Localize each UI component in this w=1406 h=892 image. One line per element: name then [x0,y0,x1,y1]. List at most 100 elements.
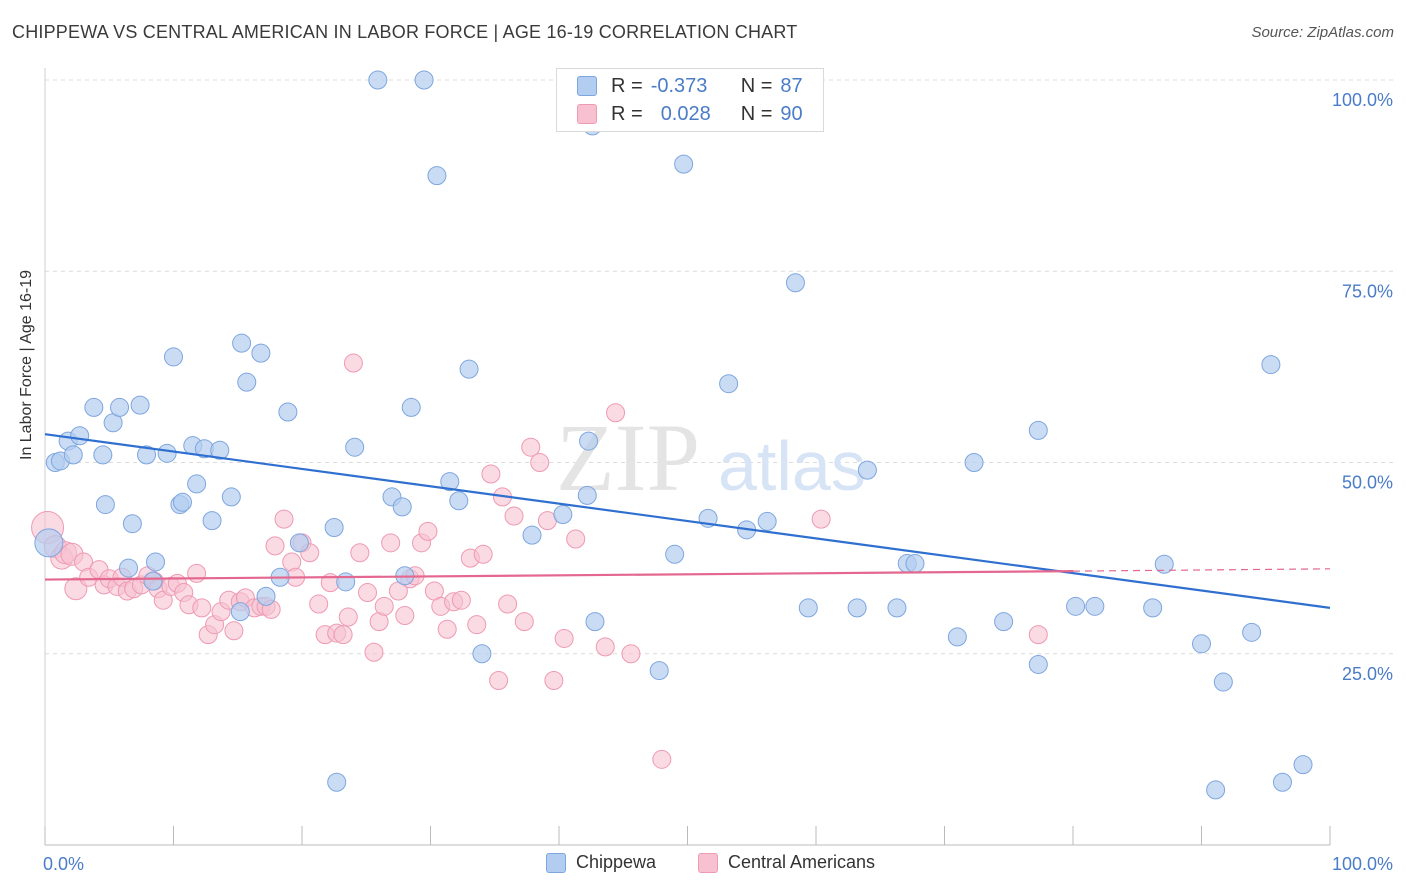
chippewa-point [719,374,739,394]
chippewa-point [232,333,252,353]
chippewa-point [459,359,479,379]
central-americans-point [381,533,401,553]
trend-lines [44,433,1331,609]
chippewa-point [146,552,166,572]
central-americans-point [338,607,358,627]
y-tick-label: 25.0% [1342,664,1393,684]
chippewa-point [1154,554,1174,574]
chippewa-point [674,154,694,174]
chippewa-point [278,402,298,422]
chippewa-point [847,598,867,618]
chippewa-point [327,772,347,792]
chippewa-point [585,612,605,632]
chippewa-point [34,528,64,558]
tick-labels: 25.0% 50.0% 75.0% 100.0% 0.0% 100.0% [43,90,1393,874]
central-americans-point [364,642,384,662]
chippewa-point [887,598,907,618]
chart-title: CHIPPEWA VS CENTRAL AMERICAN IN LABOR FO… [12,22,798,42]
axes [44,68,1331,846]
bottom-legend-central-americans: Central Americans [698,852,875,873]
chippewa-point [1028,654,1048,674]
n-value: 87 [780,74,803,97]
central-americans-point [595,637,615,657]
chippewa-point [427,166,447,186]
watermark-zip: ZIP [556,404,700,511]
chippewa-trend-line [44,433,1331,609]
central-americans-point [374,596,394,616]
chippewa-point [392,497,412,517]
chippewa-swatch [546,852,566,873]
chippewa-point [785,273,805,293]
chippewa-point [210,440,230,460]
chippewa-point [336,572,356,592]
central-americans-point [473,544,493,564]
r-label: R = [611,74,643,97]
chippewa-point [1066,596,1086,616]
n-label: N = [740,74,773,97]
y-tick-label: 75.0% [1342,281,1393,301]
central-americans-point [498,594,518,614]
central-americans-point [224,621,244,641]
central-americans-point [489,671,509,691]
chippewa-point [1143,598,1163,618]
central-americans-point [418,521,438,541]
chippewa-point [143,571,163,591]
grid-lines [45,79,1395,655]
chippewa-swatch [577,76,597,96]
central-americans-point [811,509,831,529]
chippewa-point [63,445,83,465]
chippewa-point [553,505,573,525]
central-americans-point [274,509,294,529]
chippewa-point [93,445,113,465]
y-tick-label: 100.0% [1332,90,1393,110]
chippewa-point [122,514,142,534]
legend-row-chippewa: R = -0.373 N = 87 [577,73,803,99]
chippewa-point [1272,772,1292,792]
chippewa-point [1261,355,1281,375]
central-americans-point [309,594,329,614]
central-americans-point [437,619,457,639]
chippewa-point [414,70,434,90]
chippewa-point [95,495,115,515]
chippewa-point [964,453,984,472]
chippewa-point [857,460,877,480]
chippewa-point [237,372,257,392]
central-americans-point [343,353,363,373]
chippewa-point [110,397,130,417]
central-americans-point [554,628,574,648]
chippewa-point [324,518,344,538]
central-americans-point [621,644,641,664]
chippewa-point [345,437,365,457]
chippewa-point [70,426,90,446]
chippewa-point [1242,622,1262,642]
r-label: R = [611,102,643,125]
central-americans-point [395,606,415,625]
central-americans-point [504,506,524,526]
central-americans-point [1028,625,1048,645]
chippewa-point [137,445,157,465]
chippewa-point [256,586,276,606]
chippewa-point [579,431,599,451]
legend-row-central-americans: R = 0.028 N = 90 [577,101,803,127]
central-americans-legend-label: Central Americans [728,852,876,872]
central-americans-swatch [577,104,597,124]
chippewa-point [665,544,685,564]
central-americans-point [544,671,564,691]
correlation-legend: R = -0.373 N = 87 R = 0.028 N = 90 [556,68,824,132]
n-value: 90 [780,102,803,125]
chippewa-point [757,511,777,531]
chippewa-point [119,558,139,578]
chippewa-point [221,487,241,507]
chippewa-point [230,602,250,622]
central-americans-point [358,583,378,603]
central-americans-point [566,529,586,549]
r-value: 0.028 [660,102,711,125]
watermark: ZIP atlas [556,404,866,511]
chippewa-point [187,474,207,494]
chippewa-point [947,627,967,647]
central-americans-trend-extension [1072,568,1331,572]
central-americans-point [606,403,626,423]
chippewa-point [1213,672,1233,692]
chippewa-point [905,553,925,573]
